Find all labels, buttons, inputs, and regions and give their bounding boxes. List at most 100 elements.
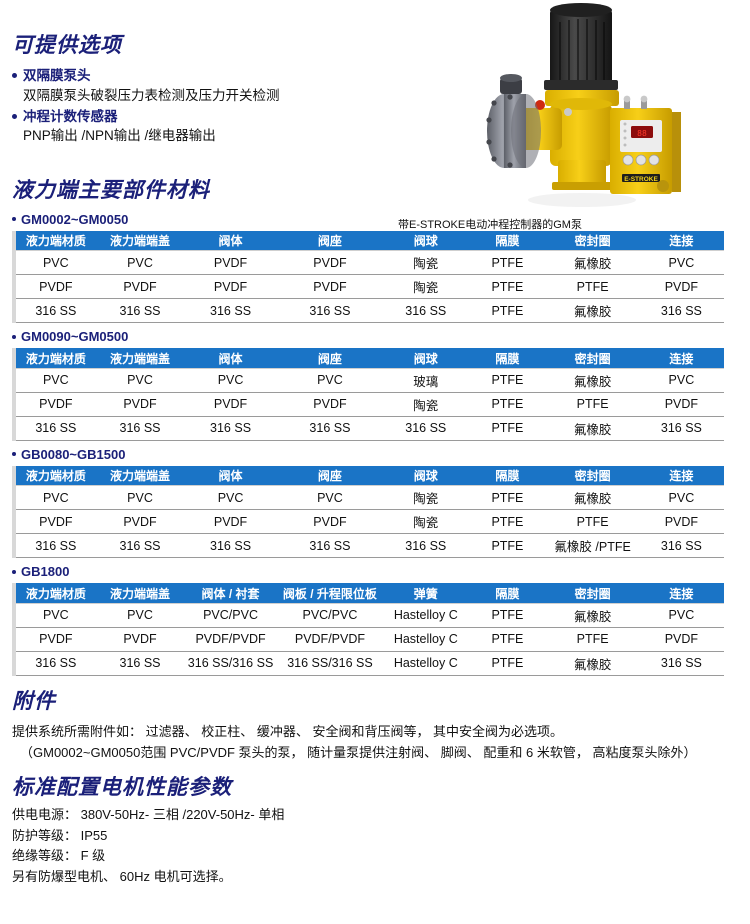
table-cell: 316 SS bbox=[638, 298, 724, 324]
photo-caption: 带E-STROKE电动冲程控制器的GM泵 bbox=[398, 219, 582, 231]
led-display bbox=[631, 126, 653, 138]
option-item: 双隔膜泵头 双隔膜泵头破裂压力表检测及压力开关检测 bbox=[12, 66, 738, 106]
table-cell: 氟橡胶 bbox=[546, 416, 639, 441]
option-title-row: 双隔膜泵头 bbox=[12, 66, 738, 86]
column-header: 阀球 bbox=[383, 348, 469, 369]
material-table: 液力端材质 液力端端盖 阀体 阀座 阀球 隔膜 密封圈 连接 PVC PVC PVC PVC 玻璃 PTF… bbox=[12, 348, 724, 441]
column-header: 隔膜 bbox=[468, 583, 547, 604]
table-model-name: GM0002~GM0050 bbox=[21, 211, 129, 227]
table-cell: PVDF bbox=[184, 392, 277, 417]
motor-line: 防护等级： IP55 bbox=[12, 827, 108, 843]
table-row: PVDF PVDF PVDF PVDF 陶瓷 PTFE PTFE PVDF bbox=[14, 509, 724, 535]
materials-tables: GM0002~GM0050 液力端材质 液力端端盖 阀体 阀座 阀球 隔膜 密封圈 连接 PVC P… bbox=[12, 212, 738, 676]
table-cell: 316 SS bbox=[14, 416, 96, 441]
option-title: 双隔膜泵头 bbox=[23, 68, 91, 84]
table-row: 316 SS 316 SS 316 SS 316 SS 316 SS PTFE 氟橡胶 316… bbox=[14, 416, 724, 441]
table-model-label: GM0090~GM0500 bbox=[12, 329, 738, 344]
bullet-dot-icon bbox=[12, 73, 17, 79]
suction-fitting bbox=[500, 78, 522, 94]
pump-illustration: 88 E-STROKE bbox=[486, 3, 681, 207]
table-cell: PTFE bbox=[468, 627, 547, 652]
table-cell: PTFE bbox=[468, 274, 547, 300]
table-row: PVDF PVDF PVDF PVDF 陶瓷 PTFE PTFE PVDF bbox=[14, 274, 724, 300]
table-cell: 氟橡胶 bbox=[546, 602, 639, 628]
option-subtitle: 双隔膜泵头破裂压力表检测及压力开关检测 bbox=[23, 87, 280, 103]
table-row: PVC PVC PVC PVC 陶瓷 PTFE 氟橡胶 PVC bbox=[14, 485, 724, 511]
table-cell: 316 SS bbox=[383, 533, 469, 559]
table-cell: Hastelloy C bbox=[383, 627, 469, 652]
motor-section: 标准配置电机性能参数 供电电源： 380V-50Hz- 三相 /220V-50H… bbox=[12, 776, 738, 888]
table-model-label: GM0002~GM0050 bbox=[12, 212, 738, 227]
table-cell: Hastelloy C bbox=[383, 651, 469, 676]
table-cell: PVDF/PVDF bbox=[276, 627, 384, 652]
table-cell: PVDF bbox=[638, 274, 724, 300]
accessories-line-1: 提供系统所需附件如： 过滤器、 校正柱、 缓冲器、 安全阀和背压阀等， 其中安全… bbox=[12, 723, 564, 739]
material-table: 液力端材质 液力端端盖 阀体 / 衬套 阀板 / 升程限位板 弹簧 隔膜 密封圈 连接 PVC P… bbox=[12, 583, 724, 676]
table-cell: PVC/PVC bbox=[276, 602, 384, 628]
table-model-label: GB0080~GB1500 bbox=[12, 447, 738, 462]
table-cell: PVC bbox=[95, 485, 185, 511]
table-cell: PVC bbox=[95, 367, 185, 393]
table-cell: PVDF bbox=[184, 250, 277, 276]
svg-text:E-STROKE: E-STROKE bbox=[624, 176, 658, 183]
table-cell: 316 SS bbox=[95, 298, 185, 324]
table-header-row: 液力端材质 液力端端盖 阀体 阀座 阀球 隔膜 密封圈 连接 bbox=[14, 465, 724, 486]
table-cell: 316 SS bbox=[14, 651, 96, 676]
column-header: 隔膜 bbox=[468, 230, 547, 251]
column-header: 液力端材质 bbox=[14, 348, 96, 369]
table-cell: 316 SS bbox=[276, 416, 384, 441]
table-cell: 316 SS bbox=[184, 416, 277, 441]
motor-housing bbox=[550, 8, 612, 86]
table-cell: PVC bbox=[276, 485, 384, 511]
option-subtitle: PNP输出 /NPN输出 /继电器输出 bbox=[23, 128, 216, 144]
motor-line: 绝缘等级： F 级 bbox=[12, 848, 106, 864]
table-model-name: GB1800 bbox=[21, 564, 70, 580]
column-header: 阀座 bbox=[276, 230, 384, 251]
accessories-section: 附件 提供系统所需附件如： 过滤器、 校正柱、 缓冲器、 安全阀和背压阀等， 其… bbox=[12, 690, 738, 764]
column-header: 密封圈 bbox=[546, 230, 639, 251]
table-cell: PVDF bbox=[95, 509, 185, 535]
table-cell: PVC bbox=[638, 602, 724, 628]
table-cell: PVDF bbox=[638, 509, 724, 535]
table-cell: 316 SS/316 SS bbox=[184, 651, 277, 676]
svg-text:88: 88 bbox=[637, 129, 647, 138]
table-cell: 316 SS bbox=[95, 533, 185, 559]
options-list: 双隔膜泵头 双隔膜泵头破裂压力表检测及压力开关检测 冲程计数传感器 PNP输出 … bbox=[12, 66, 738, 147]
options-heading: 可提供选项 bbox=[12, 34, 122, 57]
table-cell: 316 SS bbox=[276, 298, 384, 324]
table-cell: PVDF bbox=[95, 274, 185, 300]
table-cell: 316 SS bbox=[95, 416, 185, 441]
pump-photo: 88 E-STROKE bbox=[432, 0, 732, 215]
column-header: 阀球 bbox=[383, 465, 469, 486]
material-table-block: GM0090~GM0500 液力端材质 液力端端盖 阀体 阀座 阀球 隔膜 密封圈 连接 PVC P… bbox=[12, 329, 738, 441]
table-cell: PTFE bbox=[468, 298, 547, 324]
table-cell: 316 SS bbox=[276, 533, 384, 559]
motor-heading: 标准配置电机性能参数 bbox=[12, 775, 232, 799]
bullet-dot-icon bbox=[12, 217, 16, 222]
table-cell: PVC bbox=[184, 367, 277, 393]
table-cell: PVC bbox=[14, 250, 96, 276]
table-cell: PVC bbox=[638, 250, 724, 276]
table-cell: PTFE bbox=[468, 250, 547, 276]
materials-heading: 液力端主要部件材料 bbox=[12, 178, 210, 202]
table-cell: PTFE bbox=[468, 485, 547, 511]
table-cell: 陶瓷 bbox=[383, 392, 469, 417]
table-cell: PVC bbox=[184, 485, 277, 511]
table-cell: 316 SS bbox=[638, 533, 724, 559]
motor-line: 另有防爆型电机、 60Hz 电机可选择。 bbox=[12, 869, 232, 885]
column-header: 密封圈 bbox=[546, 583, 639, 604]
material-table-block: GB0080~GB1500 液力端材质 液力端端盖 阀体 阀座 阀球 隔膜 密封圈 连接 PVC P… bbox=[12, 447, 738, 559]
table-cell: PVC bbox=[14, 485, 96, 511]
table-cell: PVC bbox=[276, 367, 384, 393]
column-header: 弹簧 bbox=[383, 583, 469, 604]
table-cell: 316 SS bbox=[638, 416, 724, 441]
table-row: PVC PVC PVDF PVDF 陶瓷 PTFE 氟橡胶 PVC bbox=[14, 250, 724, 276]
column-header: 连接 bbox=[638, 230, 724, 251]
material-table-block: GB1800 液力端材质 液力端端盖 阀体 / 衬套 阀板 / 升程限位板 弹簧 隔膜 密封圈… bbox=[12, 564, 738, 676]
table-cell: PVDF bbox=[14, 627, 96, 652]
table-cell: 氟橡胶 bbox=[546, 367, 639, 393]
column-header: 连接 bbox=[638, 348, 724, 369]
bullet-dot-icon bbox=[12, 569, 16, 574]
bullet-dot-icon bbox=[12, 334, 16, 339]
table-cell: PVC/PVC bbox=[184, 602, 277, 628]
